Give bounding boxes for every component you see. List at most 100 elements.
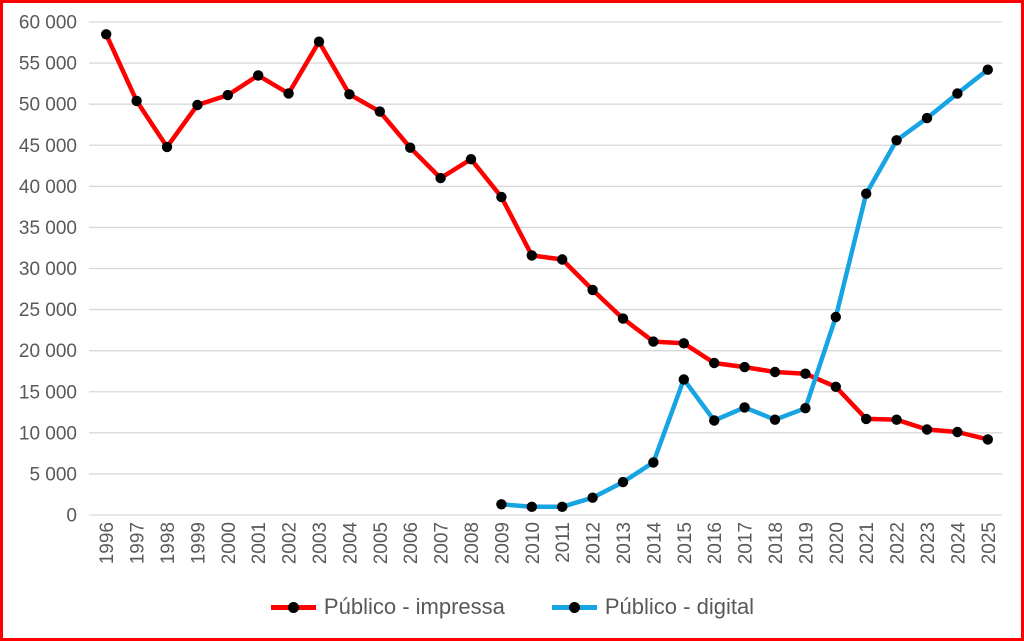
data-point-marker	[982, 434, 993, 445]
data-point-marker	[222, 89, 233, 101]
x-axis-tick-label: 2022	[888, 522, 909, 564]
data-point-marker	[161, 141, 173, 153]
data-point-marker	[465, 154, 477, 165]
y-axis-tick-label: 60 000	[19, 13, 77, 34]
data-point-marker	[648, 336, 659, 347]
data-point-marker	[678, 338, 689, 349]
y-axis-tick-label: 35 000	[19, 218, 77, 239]
legend-line-marker-impressa-icon	[270, 601, 316, 613]
x-axis-tick-label: 2023	[918, 522, 939, 564]
data-point-marker	[313, 36, 325, 47]
data-point-marker	[617, 313, 629, 324]
data-point-marker	[192, 99, 203, 111]
x-axis-tick-label: 2013	[614, 522, 635, 564]
y-axis-tick-label: 55 000	[19, 54, 77, 75]
data-point-marker	[253, 70, 264, 81]
y-axis-tick-label: 50 000	[19, 95, 77, 116]
x-axis-tick-label: 2002	[280, 522, 301, 564]
data-point-marker	[891, 135, 902, 146]
y-axis-tick-label: 20 000	[19, 341, 77, 362]
x-axis-tick-label: 1999	[188, 522, 209, 564]
x-axis-tick-label: 2006	[401, 522, 422, 564]
data-point-marker	[921, 112, 933, 124]
series-line-1	[499, 67, 991, 510]
data-point-marker	[496, 499, 507, 510]
x-axis-tick-label: 2008	[462, 522, 483, 564]
data-point-marker	[587, 492, 598, 503]
legend-item-impressa: Público - impressa	[270, 596, 505, 618]
x-axis-tick-label: 2021	[857, 522, 878, 564]
x-axis-tick-label: 2001	[249, 522, 270, 564]
x-axis-tick-label: 2012	[584, 522, 605, 564]
x-axis-tick-label: 2015	[675, 522, 696, 564]
x-axis-tick-label: 2000	[219, 522, 240, 564]
y-axis-tick-label: 45 000	[19, 136, 77, 157]
data-point-marker	[891, 414, 902, 425]
data-point-marker	[709, 415, 720, 426]
data-point-marker	[617, 476, 629, 488]
data-point-marker	[283, 88, 294, 99]
data-point-marker	[435, 172, 446, 184]
data-point-marker	[952, 88, 963, 99]
x-axis-tick-label: 2020	[827, 522, 848, 564]
data-point-marker	[344, 89, 355, 100]
data-point-marker	[830, 311, 841, 323]
x-axis-tick-label: 2004	[340, 522, 361, 565]
y-axis-tick-label: 30 000	[19, 259, 77, 280]
legend-line-marker-digital-icon	[551, 601, 597, 613]
x-axis-tick-label: 1996	[97, 522, 118, 564]
chart-legend: Público - impressa Público - digital	[3, 587, 1021, 627]
legend-label-impressa: Público - impressa	[323, 594, 505, 619]
data-point-marker	[769, 366, 781, 378]
data-point-marker	[739, 402, 750, 413]
x-axis-tick-label: 2017	[736, 522, 757, 564]
data-point-marker	[739, 361, 750, 373]
legend-item-digital: Público - digital	[551, 596, 754, 618]
y-axis-tick-label: 10 000	[19, 423, 77, 444]
x-axis-tick-label: 2011	[553, 522, 574, 563]
data-point-marker	[982, 64, 993, 75]
x-axis-tick-label: 2016	[705, 522, 726, 564]
data-point-marker	[526, 250, 537, 261]
y-axis-tick-label: 25 000	[19, 300, 77, 321]
data-point-marker	[496, 191, 507, 203]
data-point-marker	[131, 95, 142, 107]
data-point-marker	[952, 426, 963, 438]
x-axis-tick-label: 2024	[948, 522, 969, 565]
data-point-marker	[830, 381, 841, 392]
data-point-marker	[526, 501, 537, 512]
x-axis-tick-label: 2019	[796, 522, 817, 564]
data-point-marker	[648, 457, 659, 468]
data-point-marker	[374, 106, 385, 117]
y-axis-tick-label: 5 000	[29, 464, 77, 485]
y-axis-tick-label: 15 000	[19, 382, 77, 403]
data-point-marker	[709, 357, 720, 369]
data-point-marker	[800, 403, 811, 414]
data-point-marker	[678, 374, 689, 385]
series-line-0	[103, 32, 991, 442]
x-axis-tick-label: 2018	[766, 522, 787, 564]
y-axis-tick-label: 40 000	[19, 177, 77, 198]
data-point-marker	[557, 254, 568, 265]
data-point-marker	[557, 501, 568, 512]
data-point-marker	[587, 284, 598, 296]
x-axis-tick-label: 2003	[310, 522, 331, 564]
x-axis-tick-label: 1997	[128, 522, 149, 564]
data-point-marker	[921, 424, 933, 435]
x-axis-tick-label: 2014	[644, 522, 665, 565]
data-point-marker	[861, 188, 872, 199]
x-axis-tick-label: 2010	[523, 522, 544, 564]
data-point-marker	[769, 414, 781, 425]
x-axis-tick-label: 1998	[158, 522, 179, 564]
x-axis-tick-label: 2007	[432, 522, 453, 564]
data-point-marker	[101, 29, 112, 40]
legend-label-digital: Público - digital	[604, 594, 755, 619]
line-chart-plot: 0 5 000 10 000 15 000 20 000 25 000 30 000 35 0…	[19, 13, 1002, 565]
y-axis-tick-label: 0	[66, 506, 77, 527]
x-axis-tick-label: 2005	[371, 522, 392, 564]
x-axis-tick-label: 2009	[492, 522, 513, 564]
data-point-marker	[800, 368, 811, 379]
x-axis-tick-label: 2025	[979, 522, 1000, 564]
data-point-marker	[861, 413, 872, 425]
